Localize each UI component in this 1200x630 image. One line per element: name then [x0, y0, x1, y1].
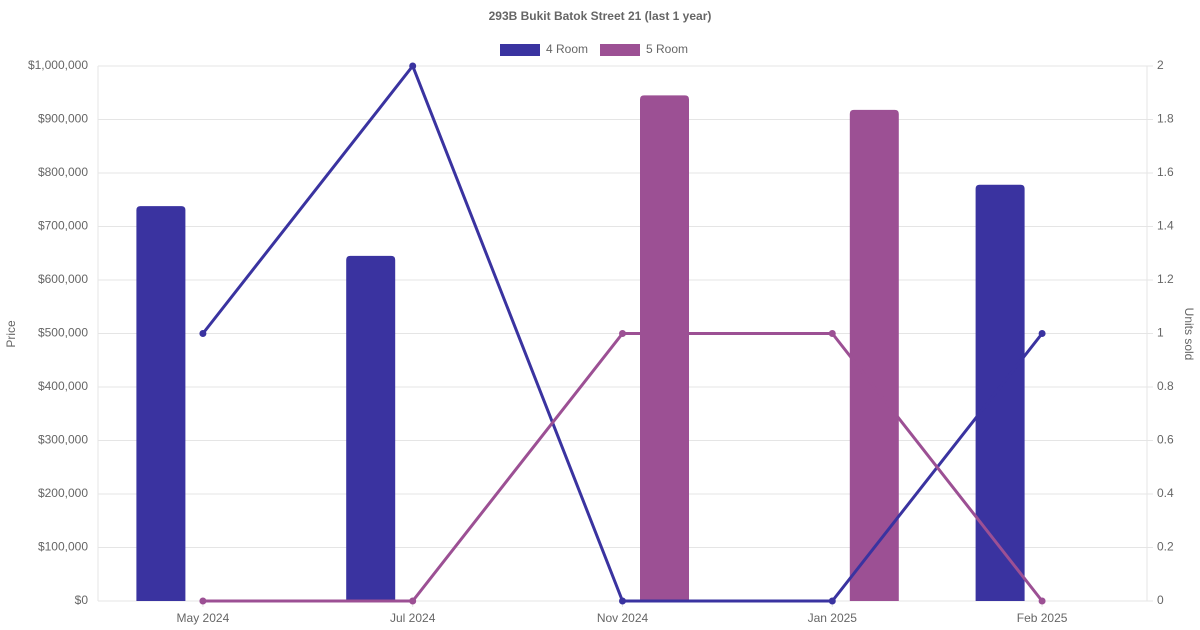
- y-tick-label: $600,000: [38, 272, 88, 286]
- y-tick-label: $400,000: [38, 379, 88, 393]
- y-tick-label: $100,000: [38, 540, 88, 554]
- chart-title: 293B Bukit Batok Street 21 (last 1 year): [489, 9, 712, 23]
- y-tick-label: $900,000: [38, 112, 88, 126]
- bar: [849, 109, 899, 602]
- y-tick-label: $200,000: [38, 486, 88, 500]
- point: [619, 330, 626, 337]
- y2-tick-label: 0.4: [1157, 486, 1174, 500]
- bar: [975, 184, 1025, 601]
- legend-label: 4 Room: [546, 42, 588, 56]
- point: [1038, 330, 1046, 337]
- y-tick-label: $0: [75, 593, 89, 607]
- point: [828, 597, 836, 605]
- legend-swatch: [600, 44, 640, 56]
- point: [828, 330, 836, 337]
- line: [202, 332, 1044, 603]
- point: [409, 62, 417, 70]
- x-tick-label: Jul 2024: [390, 611, 436, 625]
- x-tick-label: Feb 2025: [1017, 611, 1068, 625]
- bar: [346, 255, 396, 602]
- x-tick-label: Nov 2024: [597, 611, 649, 625]
- y2-tick-label: 0.8: [1157, 379, 1174, 393]
- y2-tick-label: 1: [1157, 326, 1164, 340]
- x-tick-label: Jan 2025: [808, 611, 858, 625]
- point: [409, 597, 417, 605]
- point: [1038, 597, 1046, 605]
- y2-tick-label: 0.2: [1157, 540, 1174, 554]
- y-tick-label: $500,000: [38, 326, 88, 340]
- point: [199, 330, 207, 337]
- y2-axis-label: Units sold: [1182, 308, 1196, 361]
- y-tick-label: $700,000: [38, 219, 88, 233]
- bar: [136, 206, 186, 602]
- y2-tick-label: 1.6: [1157, 165, 1174, 179]
- point: [199, 597, 207, 605]
- y2-tick-label: 0.6: [1157, 433, 1174, 447]
- y2-tick-label: 2: [1157, 58, 1164, 72]
- y-axis-label: Price: [4, 320, 18, 348]
- legend-swatch: [500, 44, 540, 56]
- x-tick-label: May 2024: [177, 611, 230, 625]
- y-tick-label: $800,000: [38, 165, 88, 179]
- y-tick-label: $1,000,000: [28, 58, 88, 72]
- y2-tick-label: 0: [1157, 593, 1164, 607]
- y2-tick-label: 1.4: [1157, 219, 1174, 233]
- y2-tick-label: 1.8: [1157, 112, 1174, 126]
- legend-label: 5 Room: [646, 42, 688, 56]
- y2-tick-label: 1.2: [1157, 272, 1174, 286]
- y-tick-label: $300,000: [38, 433, 88, 447]
- bar: [640, 95, 689, 602]
- point: [619, 597, 626, 605]
